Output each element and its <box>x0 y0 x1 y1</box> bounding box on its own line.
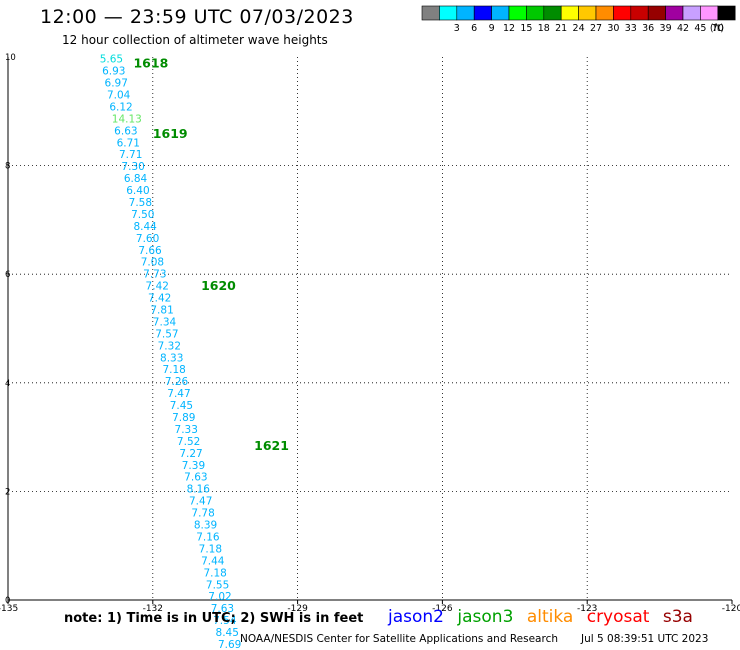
swh-label: 7.18 <box>203 567 226 579</box>
swh-label: 6.93 <box>102 66 125 78</box>
swh-label: 6.63 <box>114 125 137 137</box>
swh-label: 7.32 <box>158 340 181 352</box>
footer-note: note: 1) Time is in UTC; 2) SWH is in fe… <box>64 611 364 626</box>
swh-label: 7.42 <box>146 281 169 293</box>
swh-label: 7.39 <box>182 460 205 472</box>
x-tick-label: -135 <box>0 604 18 614</box>
x-tick-label: -120 <box>722 604 740 614</box>
swh-label: 7.47 <box>189 496 212 508</box>
time-label: 1619 <box>153 126 188 141</box>
swh-label: 6.84 <box>124 173 148 185</box>
x-tick-label: -126 <box>432 604 453 614</box>
swh-label: 7.58 <box>129 197 152 209</box>
swh-label: 8.39 <box>194 520 217 532</box>
swh-label: 7.60 <box>136 233 159 245</box>
generated-timestamp: Jul 5 08:39:51 UTC 2023 <box>581 633 709 645</box>
swh-label: 7.57 <box>155 328 178 340</box>
swh-label: 7.63 <box>211 603 234 615</box>
swh-label: 6.71 <box>117 137 140 149</box>
swh-label: 7.63 <box>184 472 207 484</box>
swh-label: 7.34 <box>153 316 177 328</box>
swh-label: 7.66 <box>138 245 162 257</box>
swh-label: 7.78 <box>191 508 214 520</box>
swh-label: 8.33 <box>160 352 183 364</box>
swh-label: 8.45 <box>216 627 239 639</box>
swh-label: 7.02 <box>208 591 231 603</box>
swh-label: 6.97 <box>105 78 128 90</box>
satellite-jason2: jason2 <box>388 607 444 627</box>
swh-label: 7.50 <box>131 209 154 221</box>
swh-label: 7.30 <box>121 161 144 173</box>
y-tick-label: 4 <box>5 379 10 389</box>
swh-label: 7.45 <box>170 400 193 412</box>
swh-label: 7.27 <box>179 448 202 460</box>
swh-label: 7.55 <box>206 579 229 591</box>
swh-label: 5.65 <box>100 54 123 66</box>
swh-label: 6.12 <box>109 101 132 113</box>
swh-label: 7.18 <box>162 364 185 376</box>
swh-label: 7.42 <box>148 293 171 305</box>
swh-label: 7.47 <box>167 388 190 400</box>
chart-title: 12:00 — 23:59 UTC 07/03/2023 <box>40 6 354 28</box>
x-tick-label: -129 <box>287 604 308 614</box>
swh-label: 7.71 <box>119 149 142 161</box>
swh-label: 7.81 <box>150 304 173 316</box>
swh-label: 6.40 <box>126 185 149 197</box>
satellite-jason3: jason3 <box>457 607 514 627</box>
x-tick-label: -132 <box>143 604 163 614</box>
swh-label: 7.52 <box>177 436 200 448</box>
y-tick-label: 10 <box>5 53 16 63</box>
swh-label: 7.26 <box>165 376 189 388</box>
x-tick-label: -123 <box>577 604 597 614</box>
y-tick-label: 6 <box>5 270 10 280</box>
swh-label: 7.08 <box>141 257 164 269</box>
swh-label: 7.73 <box>143 269 166 281</box>
y-tick-label: 8 <box>5 162 10 172</box>
chart-subtitle: 12 hour collection of altimeter wave hei… <box>62 33 328 47</box>
swh-label: 8.16 <box>187 484 211 496</box>
satellite-altika: altika <box>526 607 574 627</box>
y-tick-label: 0 <box>5 596 10 606</box>
swh-label: 8.44 <box>133 221 157 233</box>
swh-label: 7.54 <box>213 615 237 627</box>
swh-label: 7.18 <box>199 543 222 555</box>
satellite-legend: jason2 jason3 altika cryosat s3a <box>388 607 701 627</box>
y-tick-label: 2 <box>5 487 10 497</box>
swh-label: 7.89 <box>172 412 195 424</box>
time-label: 1618 <box>133 55 168 70</box>
satellite-cryosat: cryosat <box>586 607 650 627</box>
swh-label: 7.69 <box>218 639 241 650</box>
swh-label: 7.16 <box>196 531 220 543</box>
time-label: 1621 <box>254 438 289 453</box>
time-label: 1620 <box>201 278 236 293</box>
swh-label: 14.13 <box>112 113 142 125</box>
satellite-s3a: s3a <box>662 607 693 627</box>
swh-label: 7.44 <box>201 555 225 567</box>
swh-label: 7.33 <box>175 424 198 436</box>
credit-line: NOAA/NESDIS Center for Satellite Applica… <box>240 633 558 645</box>
swh-label: 7.04 <box>107 89 131 101</box>
